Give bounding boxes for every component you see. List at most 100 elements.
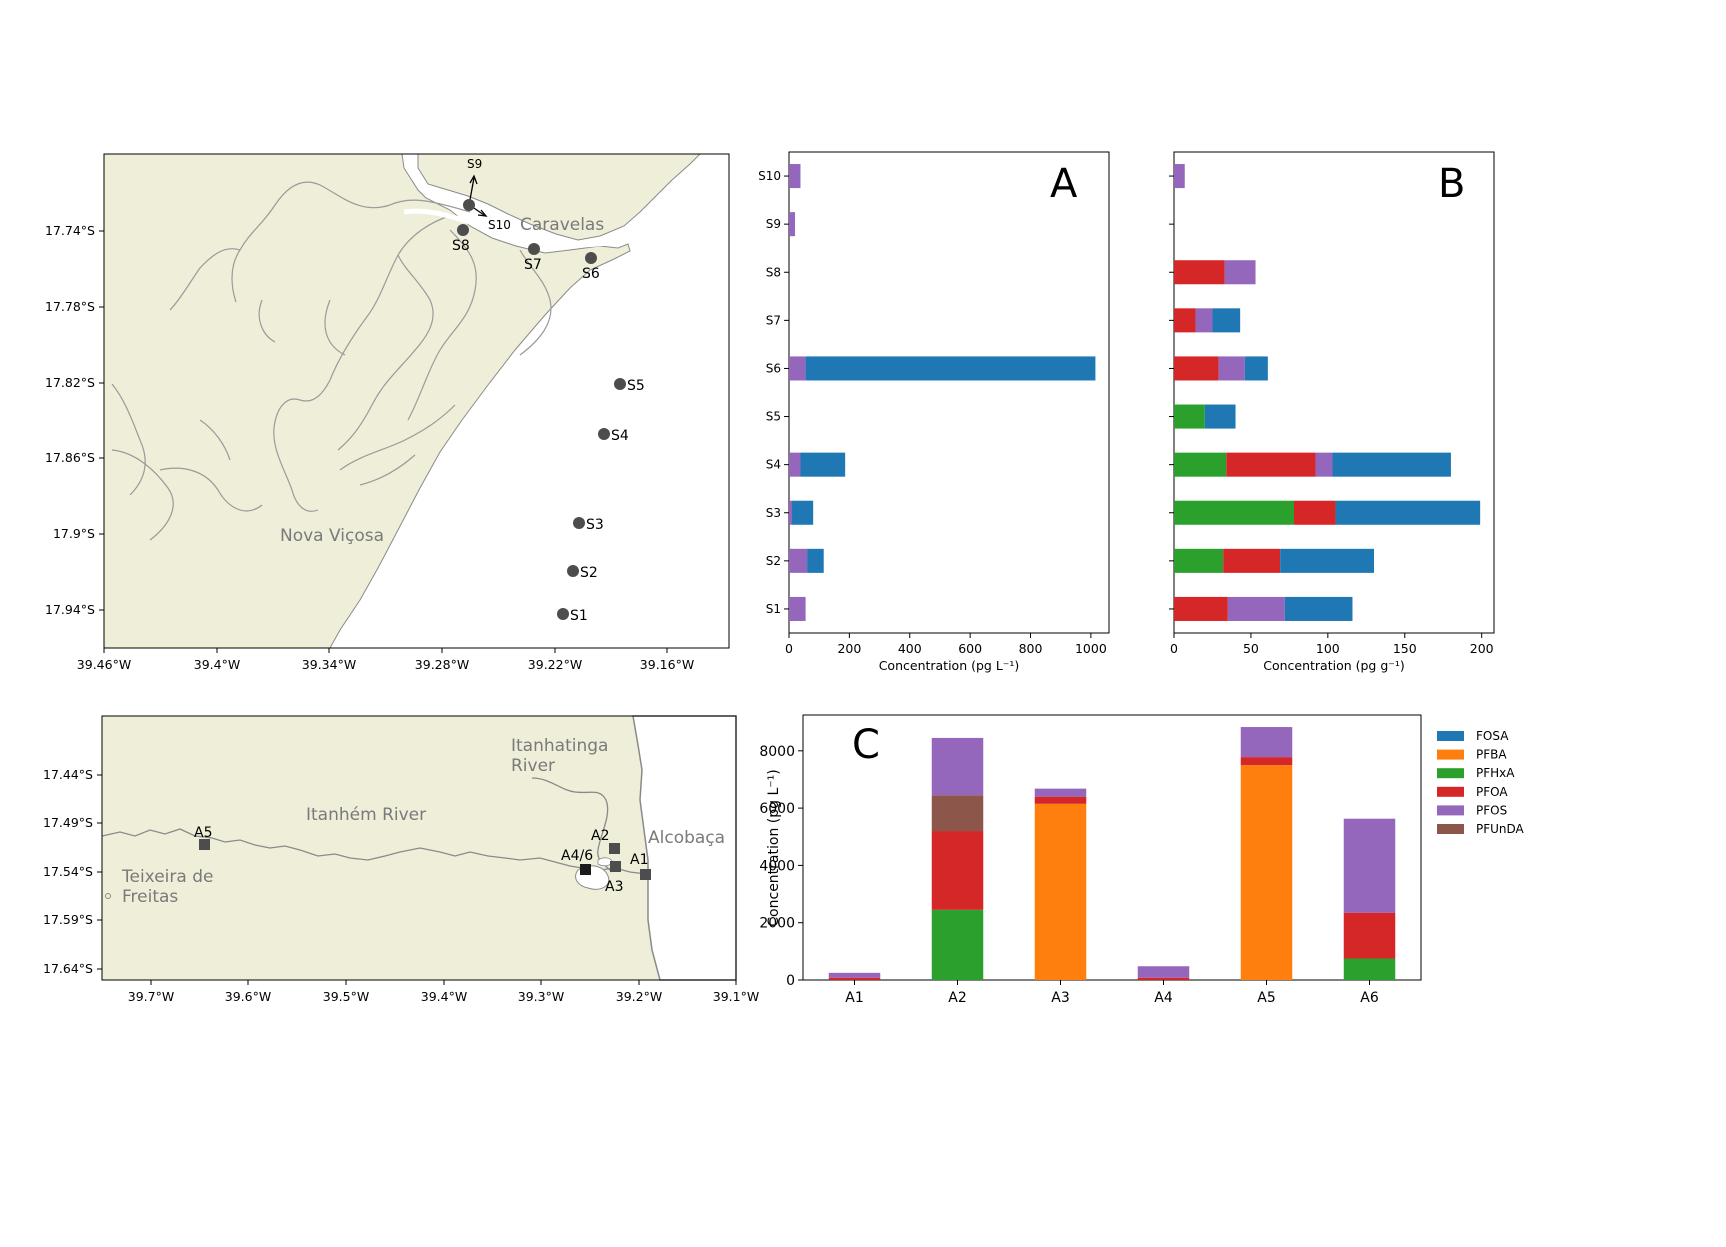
panelC-bar-a3-pfba — [1034, 803, 1087, 980]
station-s1-label: S1 — [570, 608, 588, 624]
panelC-y-tick-label: 8000 — [759, 744, 795, 760]
place-caravelas: Caravelas — [520, 215, 604, 235]
panelC-bar-a2-pfos — [931, 737, 984, 796]
panel-b-xlabel: Concentration (pg g⁻¹) — [1263, 658, 1405, 673]
panelB-x-tick-label: 0 — [1170, 641, 1178, 656]
panelC-x-tick-label: A4 — [1154, 990, 1173, 1006]
panel-a-y-axis: S1 S2 S3 S4 S5 S6 S7 S8 S9 S10 — [758, 169, 789, 616]
legend-swatch-pfoa — [1437, 786, 1464, 797]
panelA-y-tick-label: S4 — [766, 458, 781, 472]
small-lake — [105, 893, 111, 899]
panel-c-chart: 0 2000 4000 6000 8000 A1 A2 A3 A4 A5 A6 C Concent… — [759, 714, 1422, 1006]
map-top-lat-tick-label: 17.94°S — [45, 602, 95, 617]
station-s7-marker — [528, 243, 540, 255]
station-s7-label: S7 — [524, 257, 542, 273]
map-bottom-stations: A5 A2 A4/6 A1 A3 — [194, 825, 651, 895]
panelB-bar-s5-fosa — [1204, 404, 1236, 429]
panelB-x-tick-label: 50 — [1243, 641, 1259, 656]
station-a5-marker — [199, 839, 210, 850]
panelC-bar-a6-pfos — [1343, 818, 1396, 913]
place-itanhatinga-river: River — [511, 756, 555, 776]
map-top-estuary — [403, 208, 613, 248]
panelC-x-tick-label: A5 — [1257, 990, 1275, 1006]
legend-label-pfba: PFBA — [1476, 748, 1507, 762]
panelA-y-tick-label: S1 — [766, 602, 781, 616]
panelB-bar-s7-fosa — [1212, 308, 1241, 333]
place-nova-vicosa: Nova Viçosa — [280, 526, 384, 546]
legend: FOSA PFBA PFHxA PFOA PFOS PFUnDA — [1437, 729, 1525, 836]
panelA-y-tick-label: S10 — [758, 169, 781, 183]
station-a3-label: A3 — [605, 879, 623, 895]
panelB-bar-s1-fosa — [1284, 596, 1353, 621]
legend-label-fosa: FOSA — [1476, 729, 1509, 743]
place-itanhatinga: Itanhatinga — [511, 736, 608, 756]
station-s6-marker — [585, 252, 597, 264]
panelA-bar-s1-pfos — [789, 596, 806, 621]
map-top-lon-tick-label: 39.16°W — [640, 657, 694, 672]
panelC-bar-a2-pfoa — [931, 831, 984, 910]
panelC-x-tick-label: A3 — [1051, 990, 1069, 1006]
legend-swatch-pfba — [1437, 749, 1464, 760]
map-top-lat-axis: 17.74°S 17.78°S 17.82°S 17.86°S 17.9°S 17.94°… — [45, 223, 104, 617]
panelA-bar-s3-fosa — [792, 500, 814, 525]
panelB-bar-s6-fosa — [1244, 356, 1268, 381]
place-alcobaca: Alcobaça — [648, 828, 725, 848]
panelC-y-tick-label: 4000 — [759, 858, 795, 874]
map-bottom-lon-tick-label: 39.5°W — [323, 989, 369, 1004]
map-bottom: 39.7°W 39.6°W 39.5°W 39.4°W 39.3°W 39.2°W 39.1… — [43, 715, 759, 1004]
panelB-bar-s5-pfhxa — [1174, 404, 1205, 429]
station-s9-s10-marker — [463, 199, 475, 211]
panelB-bar-s3-pfhxa — [1174, 500, 1294, 525]
panel-b-bars — [1174, 164, 1481, 621]
place-freitas: Freitas — [122, 887, 178, 907]
panelB-bar-s7-pfos — [1195, 308, 1213, 333]
panelB-bar-s1-pfoa — [1174, 596, 1228, 621]
station-s1-marker — [557, 608, 569, 620]
itanhem-river — [101, 828, 647, 875]
panelB-bar-s2-pfoa — [1223, 548, 1281, 573]
legend-swatch-pfhxa — [1437, 768, 1464, 779]
map-bottom-lat-tick-label: 17.49°S — [43, 815, 93, 830]
panelC-bar-a5-pfos — [1240, 727, 1293, 758]
station-a1-marker — [640, 869, 651, 880]
panelA-y-tick-label: S6 — [766, 361, 781, 375]
panelA-y-tick-label: S7 — [766, 313, 781, 327]
station-s8-marker — [457, 224, 469, 236]
panelB-bar-s4-fosa — [1332, 452, 1451, 477]
panelC-bar-a4-pfoa — [1137, 977, 1190, 980]
panelB-bar-s7-pfoa — [1174, 308, 1196, 333]
panelC-x-tick-label: A6 — [1360, 990, 1379, 1006]
panelA-x-tick-label: 800 — [1019, 641, 1043, 656]
map-top-lon-tick-label: 39.46°W — [77, 657, 131, 672]
panel-b-chart: 0 50 100 150 200 B Concentration (pg g⁻¹) — [1169, 151, 1495, 673]
map-top-lat-tick-label: 17.82°S — [45, 375, 95, 390]
station-s3-label: S3 — [586, 517, 604, 533]
panelC-bar-a2-pfunda — [931, 795, 984, 832]
map-top-lon-axis: 39.46°W 39.4°W 39.34°W 39.28°W 39.22°W 39.16°… — [77, 648, 694, 672]
panelA-bar-s4-pfos — [789, 452, 801, 477]
map-top-lon-tick-label: 39.28°W — [415, 657, 469, 672]
map-top-lat-tick-label: 17.78°S — [45, 299, 95, 314]
panelC-y-tick-label: 6000 — [759, 801, 795, 817]
station-s8-label: S8 — [452, 238, 470, 254]
map-bottom-frame — [101, 715, 737, 981]
station-a4-6-label: A4/6 — [561, 848, 593, 864]
panelA-bar-s10-pfos — [789, 164, 801, 189]
legend-swatch-pfos — [1437, 805, 1464, 816]
station-s4-marker — [598, 428, 610, 440]
panelB-bar-s4-pfoa — [1226, 452, 1316, 477]
map-bottom-lat-axis: 17.44°S 17.49°S 17.54°S 17.59°S 17.64°S — [43, 767, 102, 976]
panelC-bar-a5-pfoa — [1240, 757, 1293, 766]
panelB-bar-s8-pfos — [1224, 260, 1256, 285]
panelC-y-tick-label: 0 — [786, 973, 795, 989]
panel-c-ylabel: Concentration (pg L⁻¹) — [766, 769, 782, 926]
panelB-bar-s1-pfos — [1227, 596, 1285, 621]
panelA-x-tick-label: 200 — [837, 641, 861, 656]
panelB-bar-s2-pfhxa — [1174, 548, 1224, 573]
map-bottom-lon-axis: 39.7°W 39.6°W 39.5°W 39.4°W 39.3°W 39.2°W 39.1… — [128, 980, 759, 1004]
map-top-rivers — [111, 181, 552, 541]
legend-swatch-pfunda — [1437, 824, 1464, 834]
station-s5-label: S5 — [627, 378, 645, 394]
